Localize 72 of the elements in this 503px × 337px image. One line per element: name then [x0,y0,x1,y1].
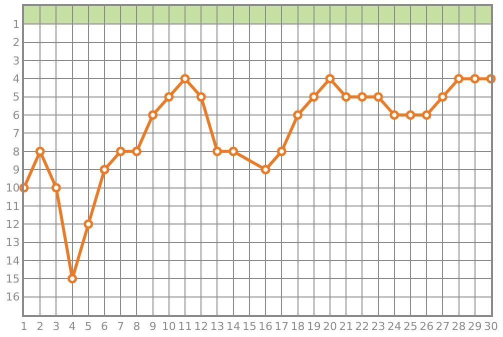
y-tick-label: 12 [6,218,20,231]
x-tick-label: 5 [84,320,92,334]
y-tick-label: 8 [12,145,20,158]
point [116,146,126,156]
y-tick-label: 10 [6,182,20,195]
point [293,110,303,120]
point [374,92,384,102]
point [390,110,400,120]
x-tick-label: 4 [68,320,76,334]
x-tick-label: 16 [258,320,273,334]
point [276,146,286,156]
point [325,74,335,84]
y-tick-label: 6 [12,108,20,122]
x-tick-label: 20 [322,320,337,334]
y-tick-label: 16 [6,290,20,304]
x-tick-label: 6 [101,320,108,334]
x-tick-label: 22 [355,320,370,334]
point [68,274,78,284]
x-tick-label: 30 [484,320,498,334]
point [84,219,94,229]
y-tick-label: 1 [12,18,20,32]
point [148,110,158,120]
point [454,74,464,84]
point [180,74,190,84]
point [438,92,448,102]
y-tick-label: 15 [6,272,20,286]
x-tick-label: 21 [339,320,354,334]
x-tick-label: 29 [468,320,482,334]
x-tick-label: 24 [387,320,402,334]
point [212,146,222,156]
point [228,146,238,156]
point [357,92,367,102]
x-tick-label: 7 [117,320,124,334]
x-tick-label: 12 [194,320,208,334]
point [260,164,270,174]
x-tick-label: 28 [452,320,466,334]
point [406,110,416,120]
x-tick-label: 8 [133,320,140,334]
x-tick-label: 19 [306,320,321,334]
x-tick-label: 2 [36,320,44,334]
y-tick-label: 2 [12,36,20,50]
y-tick-label: 7 [12,127,20,140]
x-tick-label: 18 [290,320,305,334]
x-tick-label: 10 [162,320,176,334]
x-tick-label: 13 [210,320,224,334]
x-tick-label: 11 [178,320,192,334]
point [422,110,432,120]
y-tick-label: 3 [12,54,20,68]
x-tick-label: 9 [149,320,156,334]
y-tick-label: 13 [6,236,20,250]
x-tick-label: 26 [420,320,434,334]
point [100,164,110,174]
x-tick-label: 15 [242,320,256,334]
x-tick-label: 14 [226,320,240,334]
x-tick-label: 23 [371,320,386,334]
x-tick-label: 3 [52,320,60,334]
point [341,92,351,102]
x-tick-label: 17 [274,320,289,334]
point [309,92,319,102]
y-tick-label: 5 [12,90,20,104]
point [35,146,45,156]
x-tick-label: 27 [436,320,450,334]
point [51,183,61,193]
point [470,74,480,84]
point [196,92,206,102]
y-tick-label: 14 [6,254,20,268]
x-tick-label: 25 [403,320,418,334]
y-tick-label: 11 [6,200,20,213]
point [132,146,142,156]
point [164,92,174,102]
y-tick-label: 9 [12,163,20,176]
y-tick-label: 4 [12,72,20,86]
